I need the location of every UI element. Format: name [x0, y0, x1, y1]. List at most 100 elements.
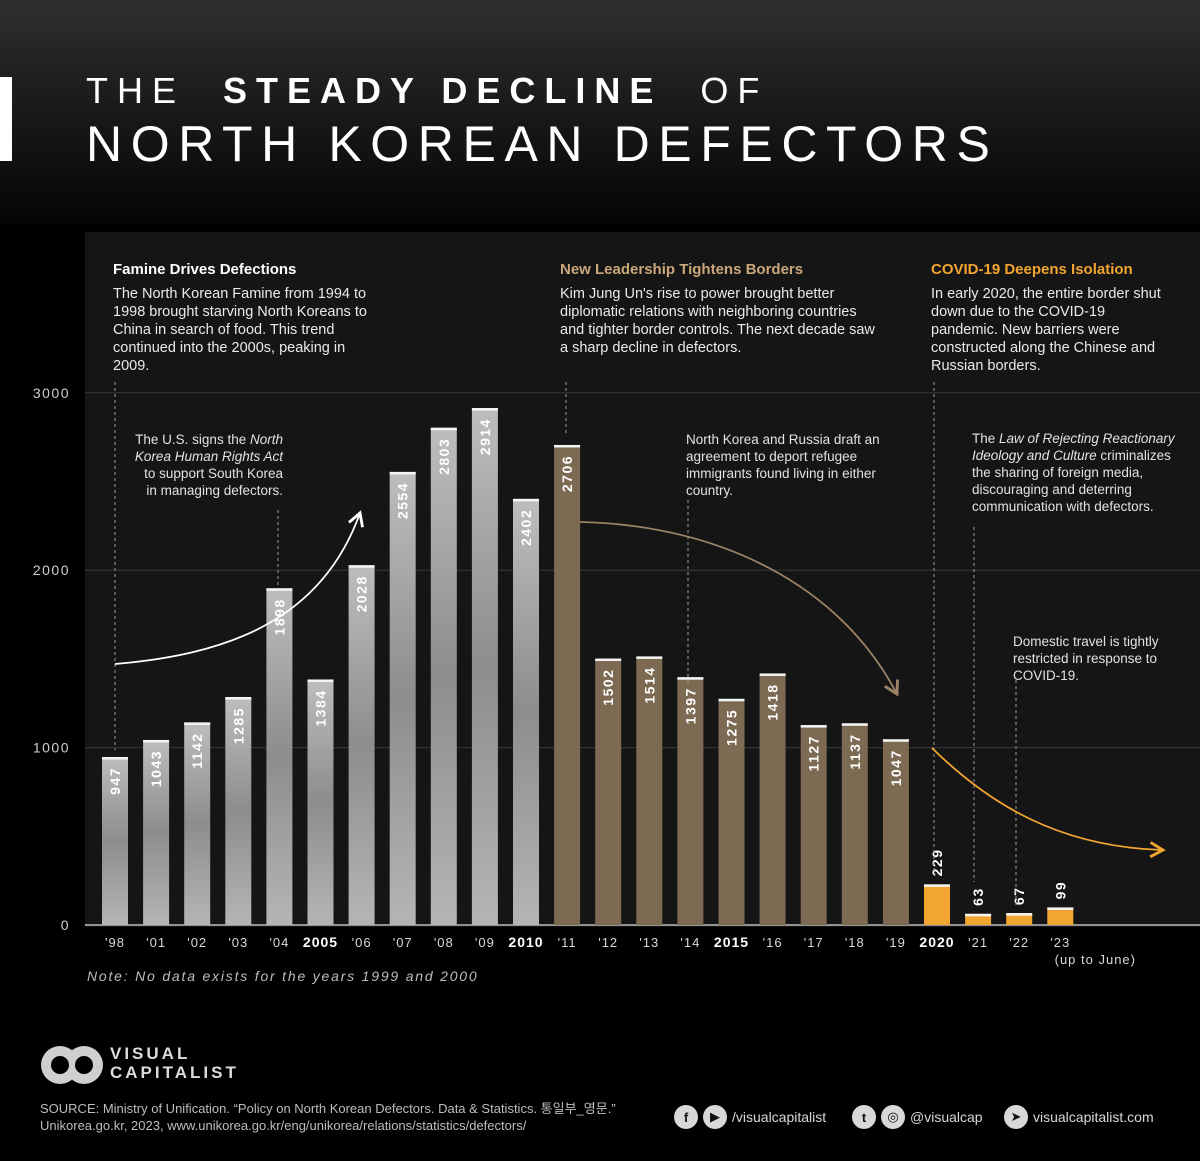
bar-cap: [513, 498, 539, 502]
social-handle-visualcapitalist[interactable]: /visualcapitalist: [732, 1109, 827, 1125]
chart-area: 0 1000 2000 3000 947 '98 1043 '01 1142 '02 1285 '0…: [0, 225, 1200, 1005]
bar-cap: [143, 739, 170, 743]
x-tick-label: '06: [352, 935, 372, 950]
x-tick-label: 2020: [919, 934, 954, 950]
bar-'04: [266, 588, 293, 925]
x-tick-label: '18: [845, 935, 865, 950]
x-tick-label: 2010: [508, 934, 543, 950]
y-tick-label: 3000: [33, 385, 70, 401]
bar-'14: [677, 677, 704, 925]
bar-cap: [1047, 907, 1074, 910]
social-handle-visualcap[interactable]: @visualcap: [910, 1109, 983, 1125]
source-citation: SOURCE: Ministry of Unification. “Policy…: [40, 1101, 616, 1133]
bar-'03: [225, 697, 252, 925]
bar-'01: [143, 739, 170, 925]
instagram-icon[interactable]: ◎: [881, 1105, 905, 1129]
x-tick-label: '01: [146, 935, 166, 950]
bar-value-label: 99: [1052, 881, 1068, 900]
bar-value-label: 229: [929, 849, 945, 877]
bar-2010: [513, 498, 539, 925]
bar-'11: [554, 444, 581, 925]
title-line-2: NORTH KOREAN DEFECTORS: [86, 116, 999, 172]
x-tick-label: '17: [804, 935, 824, 950]
bar-'13: [636, 656, 663, 925]
bar-2005: [307, 679, 334, 925]
x-tick-label: '09: [475, 935, 495, 950]
x-tick-label: '23: [1050, 935, 1070, 950]
bar-cap: [965, 913, 992, 917]
bar-value-label: 1137: [847, 733, 863, 769]
bar-value-label: 1275: [724, 709, 740, 746]
bar-cap: [225, 697, 252, 700]
twitter-icon[interactable]: t: [852, 1105, 876, 1129]
visual-capitalist-logo-icon: [41, 1046, 103, 1084]
x-tick-label: '98: [105, 935, 125, 950]
bar-'98: [102, 757, 128, 925]
panel-covid-body: In early 2020, the entire border shut do…: [931, 286, 1161, 374]
bar-'22: [1006, 913, 1033, 925]
bar-'16: [759, 673, 786, 925]
bar-cap: [430, 427, 457, 431]
bar-cap: [1006, 913, 1033, 916]
x-tick-label: '07: [393, 935, 413, 950]
bar-cap: [718, 698, 745, 702]
panel-famine-body: The North Korean Famine from 1994 to 199…: [113, 286, 367, 374]
bar-cap: [471, 408, 498, 411]
bar-cap: [595, 658, 622, 662]
bar-cap: [882, 739, 909, 742]
bar-value-label: 2914: [477, 418, 493, 455]
website-link[interactable]: visualcapitalist.com: [1033, 1109, 1154, 1125]
bar-value-label: 1127: [806, 735, 822, 771]
x-tick-label: '03: [228, 935, 248, 950]
bar-'06: [348, 565, 375, 925]
bar-chart: 0 1000 2000 3000 947 '98 1043 '01 1142 '02 1285 '0…: [33, 232, 1200, 967]
x-tick-label: 2015: [714, 934, 749, 950]
x-tick-label: '11: [558, 935, 577, 950]
social-facebook-youtube[interactable]: f ▶ /visualcapitalist: [674, 1104, 826, 1130]
bar-cap: [184, 722, 211, 725]
panel-leadership-heading: New Leadership Tightens Borders: [560, 261, 804, 278]
bar-cap: [554, 444, 581, 448]
bar-'21: [965, 913, 992, 925]
bar-value-label: 1047: [888, 749, 904, 786]
bar-value-label: 67: [1011, 887, 1027, 906]
social-twitter-instagram[interactable]: t ◎ @visualcap: [852, 1104, 983, 1130]
trend-arrow-rise: [114, 510, 364, 665]
x-tick-label: '08: [434, 935, 454, 950]
chart-note: Note: No data exists for the years 1999 …: [87, 968, 479, 984]
x-tick-label: '04: [269, 935, 289, 950]
bar-value-label: 2028: [354, 575, 370, 612]
x-tick-label: '16: [763, 935, 783, 950]
trend-arrow-decline: [579, 521, 899, 697]
y-tick-label: 0: [61, 917, 70, 933]
bar-value-label: 2803: [436, 438, 452, 475]
x-tick-sublabel: (up to June): [1055, 952, 1136, 967]
annotation-russia-agreement: North Korea and Russia draft an agreemen…: [686, 432, 880, 498]
bar-cap: [800, 725, 827, 728]
bar-value-label: 1142: [189, 732, 205, 768]
bar-'02: [184, 722, 211, 925]
cursor-icon[interactable]: ➤: [1004, 1105, 1028, 1129]
bar-cap: [102, 757, 128, 760]
bar-cap: [841, 723, 868, 726]
bar-2020: [924, 884, 950, 925]
annotation-law: The Law of Rejecting Reactionary Ideolog…: [972, 431, 1175, 514]
social-website[interactable]: ➤ visualcapitalist.com: [1004, 1104, 1154, 1130]
bar-value-label: 1514: [641, 666, 657, 703]
bar-cap: [924, 884, 950, 887]
annotation-domestic-travel: Domestic travel is tightly restricted in…: [1013, 634, 1159, 683]
bar-value-label: 2402: [518, 509, 534, 546]
youtube-icon[interactable]: ▶: [703, 1105, 727, 1129]
bar-value-label: 2554: [395, 482, 411, 519]
bar-cap: [307, 679, 334, 682]
x-tick-label: '22: [1009, 935, 1029, 950]
header-background: [0, 0, 1200, 225]
panel-covid-heading: COVID-19 Deepens Isolation: [931, 261, 1133, 278]
bar-2015: [718, 698, 745, 925]
x-tick-label: '21: [968, 935, 988, 950]
bar-value-label: 947: [107, 767, 123, 795]
bar-cap: [636, 656, 663, 659]
trend-arrow-covid: [931, 747, 1166, 859]
bar-'08: [430, 427, 457, 925]
facebook-icon[interactable]: f: [674, 1105, 698, 1129]
